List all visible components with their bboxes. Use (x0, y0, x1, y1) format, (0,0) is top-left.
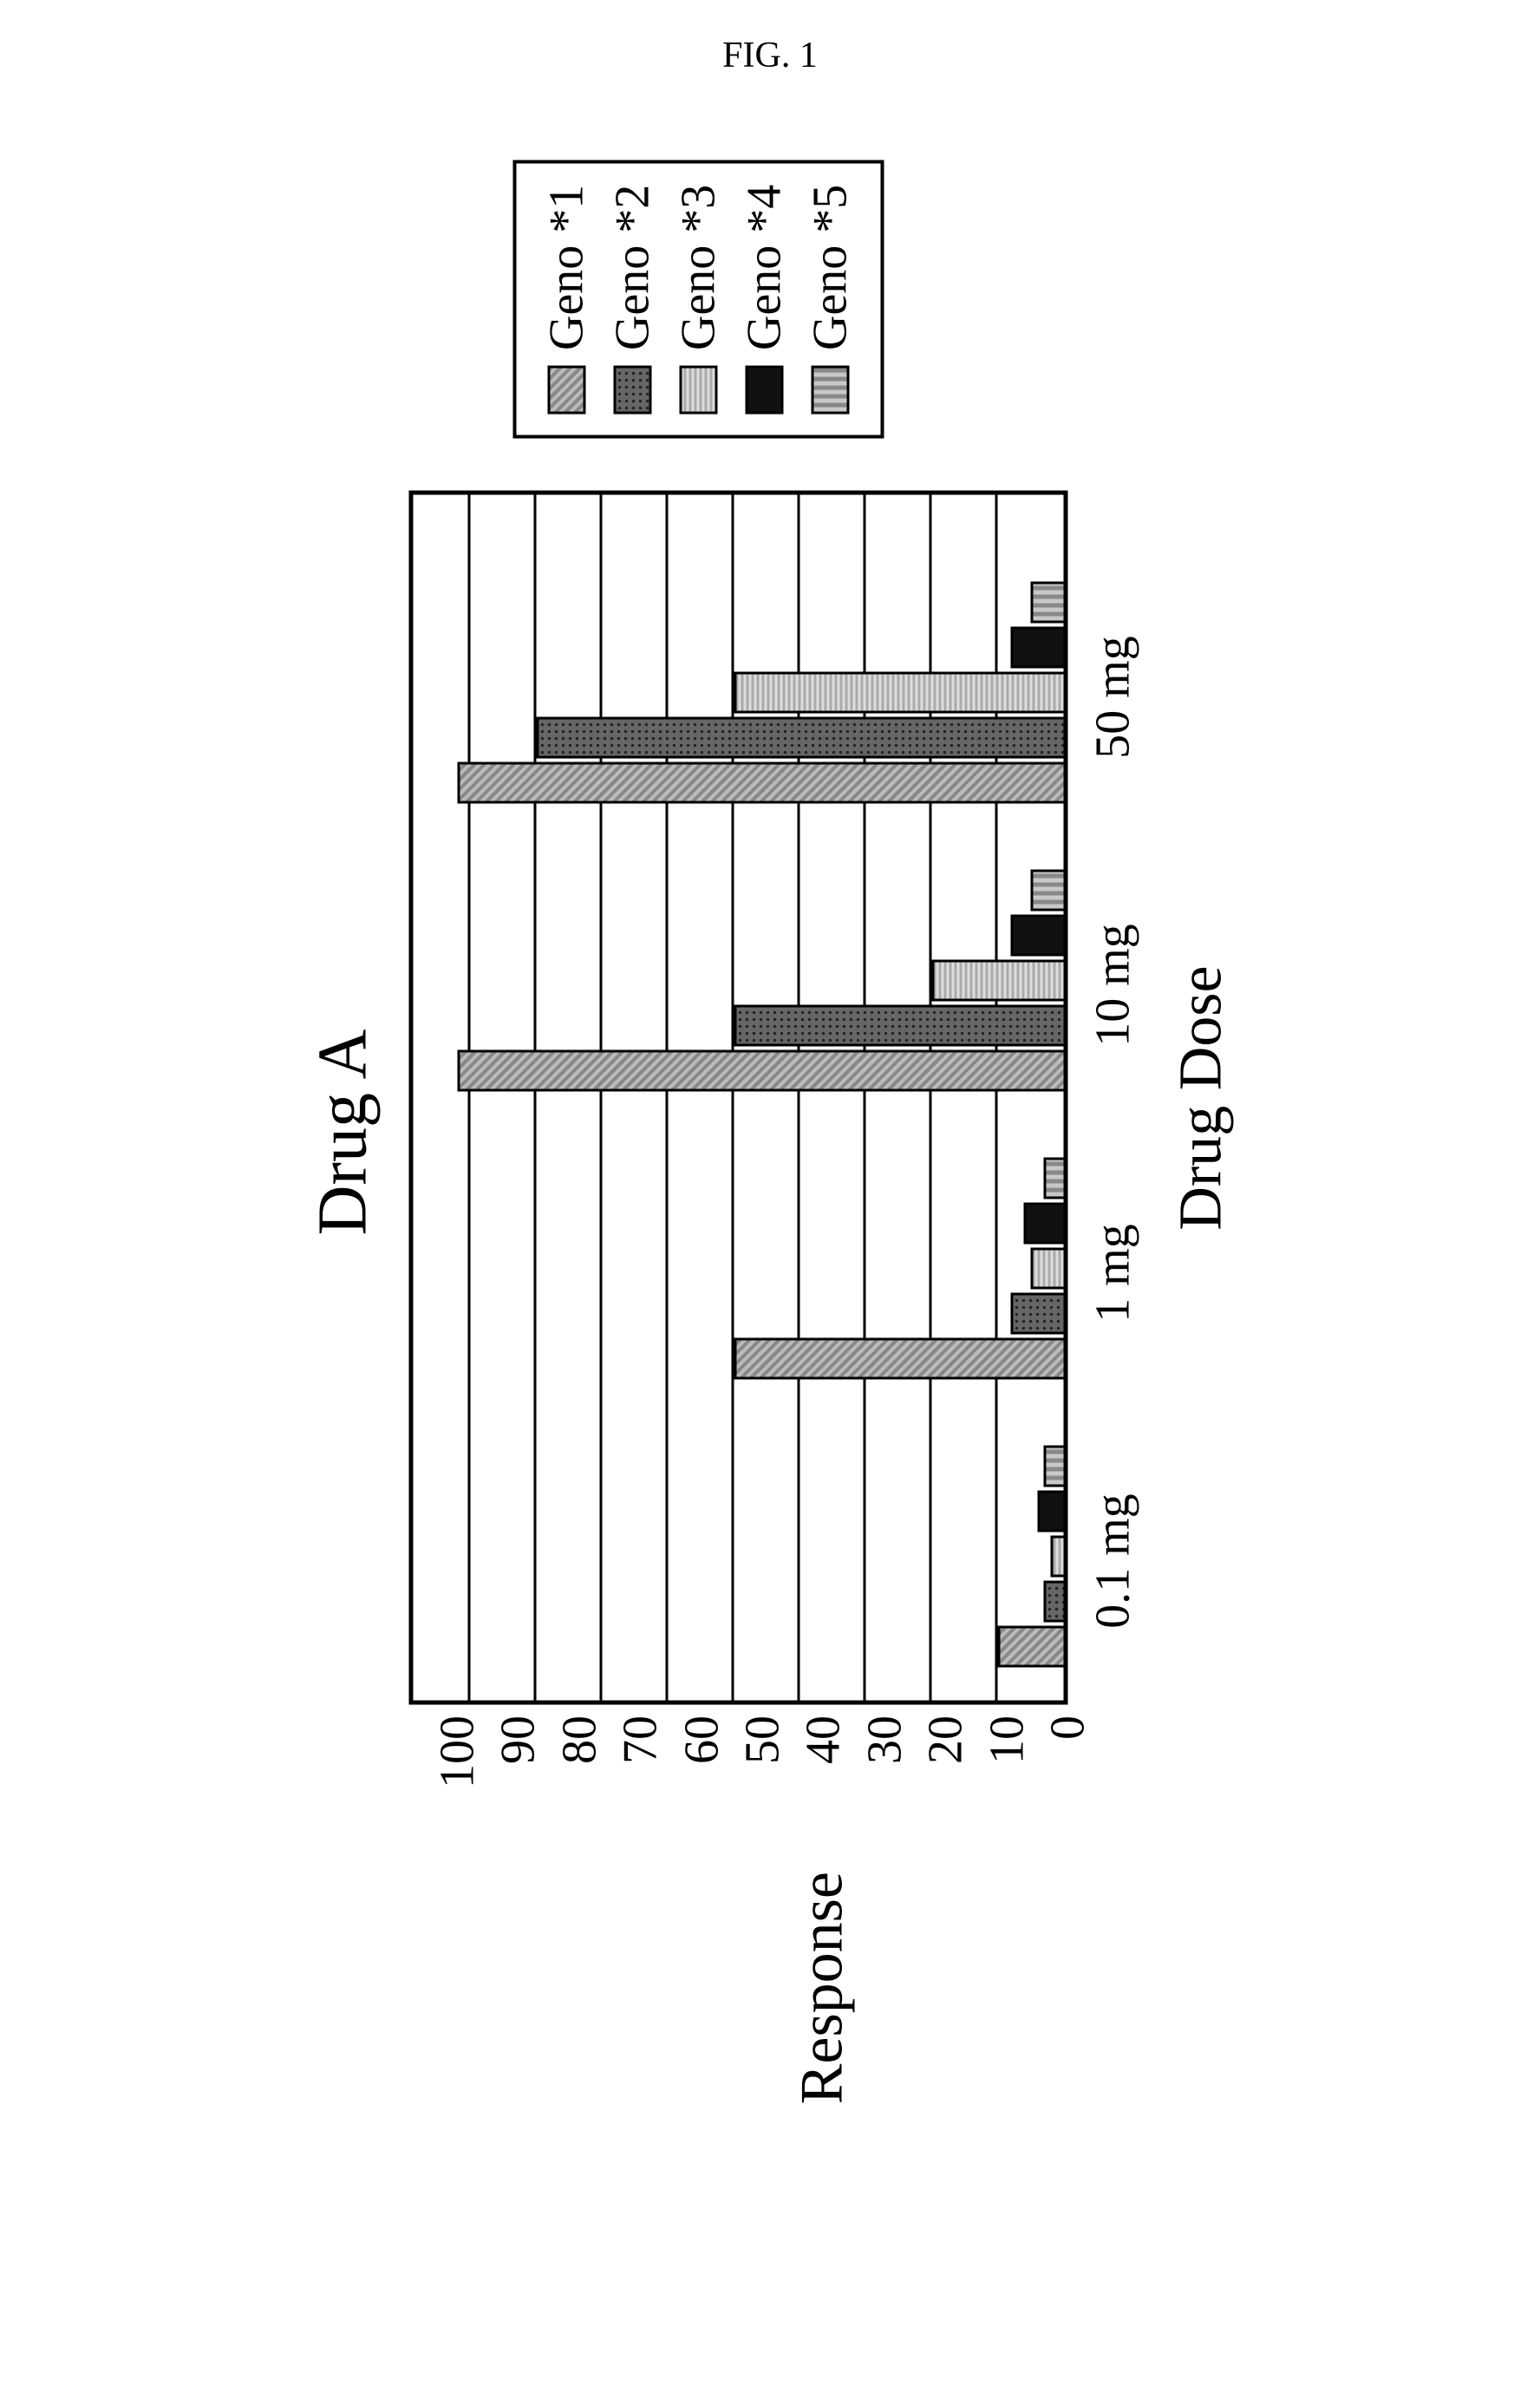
bar (1011, 627, 1064, 669)
bar (734, 1338, 1064, 1380)
y-tick-label: 30 (860, 1716, 909, 1820)
plot-area (409, 491, 1068, 1705)
bar (1011, 915, 1064, 957)
bar (1044, 1158, 1064, 1199)
legend-row: Geno *2 (600, 185, 666, 415)
legend-label: Geno *1 (539, 185, 595, 350)
legend-swatch (614, 366, 652, 415)
plot-zone: 1009080706050403020100 0.1 mg1 mg10 mg50… (409, 491, 1237, 1820)
bar (1031, 1248, 1064, 1290)
legend-label: Geno *2 (605, 185, 661, 350)
bar (998, 1626, 1064, 1668)
bar (1044, 1581, 1064, 1623)
bar-group (457, 858, 1063, 1104)
legend-label: Geno *3 (671, 185, 727, 350)
bar (932, 960, 1064, 1002)
y-tick-label: 40 (799, 1716, 848, 1820)
bar-group (998, 1434, 1064, 1680)
y-tick-label: 70 (617, 1716, 665, 1820)
bar (1031, 870, 1064, 912)
rotated-figure-wrap: Drug A Response 1009080706050403020100 0… (304, 135, 1237, 2130)
legend-row: Geno *3 (666, 185, 732, 415)
bar (1037, 1491, 1063, 1533)
chart-container: Drug A Response 1009080706050403020100 0… (304, 135, 1237, 2130)
bars-layer (414, 495, 1064, 1701)
legend-label: Geno *4 (737, 185, 793, 350)
bar-group (457, 570, 1063, 816)
y-tick-label: 20 (922, 1716, 970, 1820)
y-tick-label: 0 (1043, 1716, 1092, 1820)
x-axis-label: Drug Dose (1167, 491, 1237, 1705)
bar (1024, 1203, 1064, 1245)
bar-group (734, 1146, 1064, 1392)
legend-swatch (746, 366, 784, 415)
legend-swatch (812, 366, 850, 415)
figure-label: FIG. 1 (722, 35, 818, 76)
y-tick-label: 100 (434, 1716, 482, 1820)
x-ticks: 0.1 mg 1 mg 10 mg 50 mg (1068, 491, 1141, 1705)
legend-swatch (548, 366, 586, 415)
x-tick-label: 1 mg (1068, 1150, 1141, 1396)
bar (1044, 1446, 1064, 1487)
legend: Geno *1Geno *2Geno *3Geno *4Geno *5 (513, 160, 884, 439)
bar (457, 762, 1063, 804)
x-tick-label: 10 mg (1068, 862, 1141, 1108)
legend-row: Geno *5 (798, 185, 864, 415)
chart-title: Drug A (304, 1029, 383, 1236)
y-tick-label: 50 (738, 1716, 786, 1820)
y-axis-label: Response (788, 1872, 858, 2104)
bar (1050, 1536, 1063, 1578)
y-tick-label: 90 (494, 1716, 543, 1820)
bar (734, 672, 1064, 714)
bar (537, 717, 1064, 759)
legend-row: Geno *4 (732, 185, 798, 415)
legend-row: Geno *1 (534, 185, 600, 415)
legend-swatch (680, 366, 718, 415)
chart-body: Response 1009080706050403020100 0.1 mg1 … (409, 160, 1237, 2105)
y-tick-label: 80 (555, 1716, 604, 1820)
bar (1031, 582, 1064, 624)
x-tick-label: 0.1 mg (1068, 1438, 1141, 1684)
x-tick-label: 50 mg (1068, 574, 1141, 820)
legend-label: Geno *5 (803, 185, 858, 350)
y-tick-label: 10 (982, 1716, 1031, 1820)
plot-row: 1009080706050403020100 (409, 491, 1068, 1820)
y-tick-label: 60 (677, 1716, 726, 1820)
bar (457, 1050, 1063, 1092)
bar (734, 1005, 1064, 1047)
bar (1011, 1293, 1064, 1335)
y-ticks: 1009080706050403020100 (409, 1716, 1068, 1820)
